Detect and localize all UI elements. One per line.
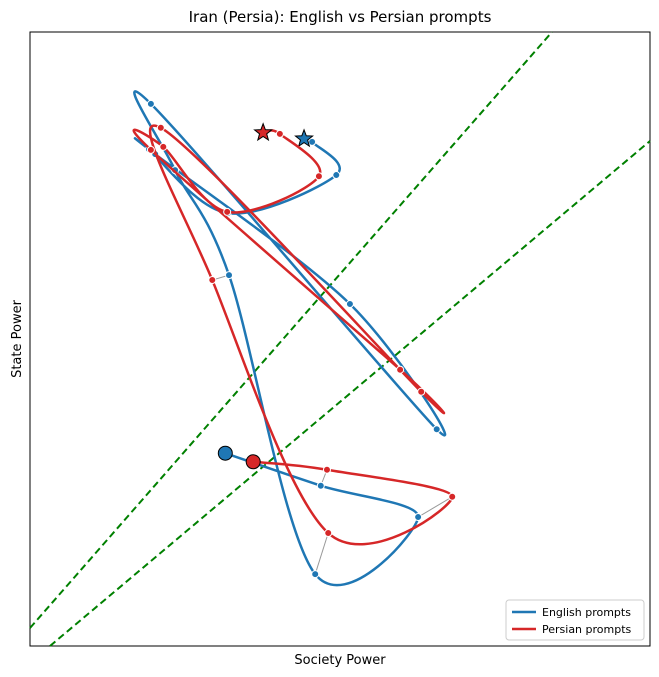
point <box>308 137 317 146</box>
plot-frame <box>29 31 651 647</box>
point <box>146 145 155 154</box>
legend: English prompts Persian prompts <box>505 599 645 641</box>
point <box>223 207 232 216</box>
legend-label: Persian prompts <box>542 623 632 636</box>
point <box>146 99 155 108</box>
y-axis-label: State Power <box>10 299 25 378</box>
point <box>275 129 284 138</box>
point <box>311 570 320 579</box>
point <box>208 276 217 285</box>
point <box>316 481 325 490</box>
x-axis-label: Society Power <box>294 653 386 668</box>
start-marker <box>245 454 261 470</box>
point <box>324 529 333 538</box>
point <box>322 465 331 474</box>
point <box>332 171 341 180</box>
series-line <box>132 124 454 546</box>
start-marker <box>217 445 233 461</box>
end-marker <box>253 122 274 142</box>
point <box>225 271 234 280</box>
connector <box>417 496 453 518</box>
point <box>345 300 354 309</box>
reference-lines <box>29 31 651 647</box>
point <box>159 142 168 151</box>
point <box>448 492 457 501</box>
point <box>314 172 323 181</box>
legend-box <box>505 599 645 641</box>
reference-line <box>49 140 651 647</box>
end-marker <box>294 128 314 148</box>
reference-line <box>29 31 553 629</box>
point <box>432 425 441 434</box>
point <box>156 123 165 132</box>
series-line <box>133 90 447 587</box>
legend-label: English prompts <box>542 606 631 619</box>
connector <box>314 532 329 575</box>
chart-title: Iran (Persia): English vs Persian prompt… <box>189 8 492 26</box>
point <box>396 365 405 374</box>
point <box>414 513 423 522</box>
point <box>417 387 426 396</box>
